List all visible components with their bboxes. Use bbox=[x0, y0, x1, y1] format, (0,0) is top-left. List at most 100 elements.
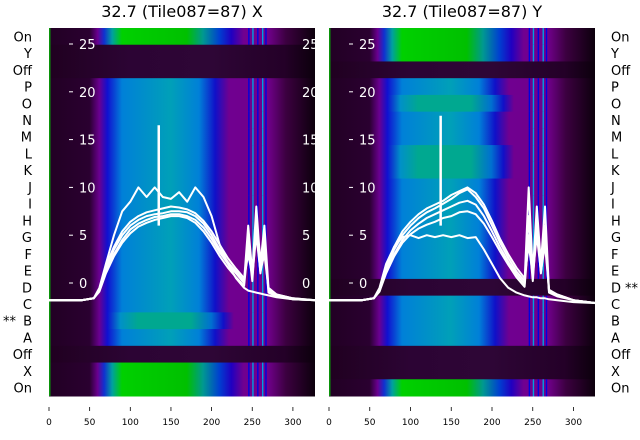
row-marker: ** bbox=[625, 281, 639, 296]
heatmap-stripe bbox=[528, 295, 531, 313]
heatmap-stripe bbox=[262, 312, 264, 330]
heatmap-stripe bbox=[545, 44, 548, 62]
heatmap-stripe bbox=[262, 195, 264, 213]
heatmap-stripe bbox=[252, 312, 254, 330]
row-label: O bbox=[611, 97, 621, 112]
heatmap-stripe bbox=[262, 161, 264, 180]
chart-title: 32.7 (Tile087=87) X bbox=[101, 2, 263, 21]
heatmap-stripe bbox=[545, 295, 548, 313]
overlay-tick-label: 20 bbox=[79, 86, 96, 101]
heatmap-stripe bbox=[252, 379, 254, 397]
row-label: P bbox=[611, 81, 619, 96]
panel-x: 32.7 (Tile087=87) X On Y Off PONMLKJIHGFEDCB… bbox=[3, 2, 319, 428]
heatmap-row bbox=[49, 312, 315, 330]
overlay-line-trace-3 bbox=[329, 210, 597, 305]
row-label: On bbox=[14, 382, 32, 397]
heatmap-stripe bbox=[262, 278, 264, 297]
heatmap-stripe bbox=[528, 329, 531, 347]
heatmap-stripe bbox=[252, 128, 254, 146]
overlay-tick-label: 25 bbox=[79, 38, 96, 53]
heatmap-stripe bbox=[545, 329, 548, 347]
x-tick-label: 250 bbox=[524, 418, 541, 428]
overlay-tick-label: 0 bbox=[359, 277, 367, 292]
heatmap-stripe bbox=[532, 295, 535, 313]
heatmap-row bbox=[49, 329, 315, 347]
heatmap-stripe bbox=[545, 379, 548, 397]
heatmap-row bbox=[49, 228, 315, 246]
row-label: X bbox=[611, 365, 620, 380]
x-tick-label: 150 bbox=[162, 418, 179, 428]
heatmap-stripe bbox=[265, 379, 267, 397]
heatmap-stripe bbox=[248, 145, 250, 163]
row-label: On bbox=[14, 30, 32, 45]
heatmap-stripe bbox=[545, 111, 548, 129]
row-label: B bbox=[23, 315, 32, 330]
row-label: D bbox=[22, 281, 32, 296]
row-label: I bbox=[611, 198, 615, 213]
heatmap-stripe bbox=[248, 28, 250, 46]
x-tick-label: 200 bbox=[203, 418, 220, 428]
row-label: Off bbox=[611, 64, 631, 79]
heatmap-stripe bbox=[262, 128, 264, 146]
row-label: H bbox=[611, 214, 621, 229]
heatmap-stripe bbox=[252, 111, 254, 129]
heatmap-stripe bbox=[252, 178, 254, 196]
heatmap-stripe bbox=[248, 161, 250, 180]
overlay-tick-label-right: 5 bbox=[302, 229, 310, 244]
heatmap-stripe bbox=[542, 44, 544, 62]
row-label: I bbox=[28, 198, 32, 213]
overlay-tick-label: 5 bbox=[359, 229, 367, 244]
heatmap-stripe bbox=[545, 178, 548, 196]
overlay-tick-label: 10 bbox=[79, 181, 96, 196]
x-tick-label: 0 bbox=[46, 418, 52, 428]
heatmap-stripe bbox=[532, 212, 535, 230]
row-label: Off bbox=[13, 348, 33, 363]
row-label: J bbox=[27, 181, 32, 196]
heatmap-stripe bbox=[257, 111, 259, 129]
x-tick-label: 0 bbox=[326, 418, 332, 428]
heatmap-stripe bbox=[257, 178, 259, 196]
row-marker: ** bbox=[3, 315, 17, 330]
heatmap-row bbox=[329, 128, 595, 146]
heatmap-stripe bbox=[257, 195, 259, 213]
row-label: M bbox=[21, 131, 32, 146]
heatmap-stripe bbox=[257, 295, 259, 313]
heatmap-row bbox=[329, 278, 595, 297]
row-label: K bbox=[23, 164, 32, 179]
heatmap-row bbox=[329, 245, 595, 263]
heatmap-stripe bbox=[257, 28, 259, 46]
heatmap-stripe bbox=[248, 379, 250, 397]
heatmap-stripe bbox=[265, 145, 267, 163]
heatmap-row bbox=[49, 262, 315, 280]
heatmap-stripe bbox=[252, 295, 254, 313]
x-tick-label: 250 bbox=[244, 418, 261, 428]
overlay-line-trace-4 bbox=[329, 186, 597, 305]
heatmap-stripe bbox=[545, 195, 548, 213]
heatmap-stripe bbox=[262, 262, 264, 280]
heatmap-row bbox=[329, 94, 595, 113]
heatmap-stripe bbox=[537, 94, 540, 113]
row-label: Off bbox=[13, 64, 33, 79]
overlay-tick-label-right: 20 bbox=[302, 86, 319, 101]
heatmap-stripe bbox=[532, 178, 535, 196]
heatmap-stripe bbox=[252, 278, 254, 297]
heatmap-stripe bbox=[262, 295, 264, 313]
x-tick-label: 300 bbox=[565, 418, 582, 428]
heatmap-stripe bbox=[252, 161, 254, 180]
heatmap-row bbox=[329, 28, 595, 46]
heatmap-stripe bbox=[262, 362, 264, 380]
x-tick-label: 100 bbox=[402, 418, 419, 428]
heatmap-stripe bbox=[262, 78, 264, 96]
heatmap-stripe bbox=[257, 78, 259, 96]
heatmap-stripe bbox=[262, 178, 264, 196]
heatmap-stripe bbox=[542, 145, 544, 163]
overlay-tick-label: 20 bbox=[359, 86, 376, 101]
heatmap-stripe bbox=[252, 78, 254, 96]
heatmap-stripe bbox=[532, 312, 535, 330]
heatmap-stripe bbox=[265, 94, 267, 113]
heatmap-row bbox=[329, 295, 595, 313]
heatmap-stripe bbox=[537, 44, 540, 62]
x-tick-label: 50 bbox=[364, 418, 376, 428]
heatmap-stripe bbox=[265, 111, 267, 129]
heatmap-stripe bbox=[537, 329, 540, 347]
